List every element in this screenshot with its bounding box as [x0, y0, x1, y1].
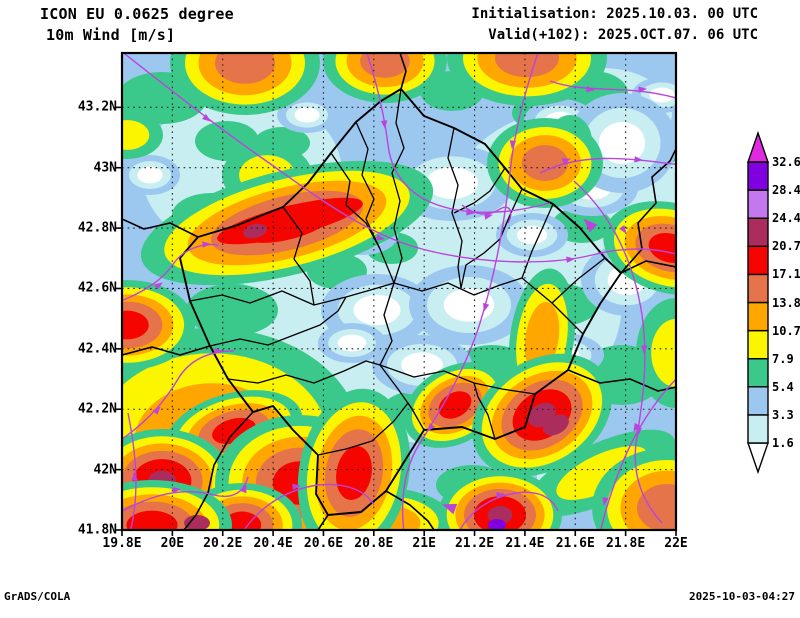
- lon-tick-label: 22E: [664, 536, 688, 551]
- colorbar-band: [747, 386, 769, 416]
- contour-band: [495, 53, 559, 78]
- lon-tick-label: 21.6E: [555, 536, 595, 551]
- colorbar-band: [747, 273, 769, 304]
- lat-tick-label: 42.2N: [77, 401, 117, 417]
- colorbar-band: [747, 358, 769, 388]
- streamlines: [122, 53, 676, 530]
- contour-band: [488, 519, 506, 530]
- lat-tick-label: 43.2N: [77, 99, 117, 115]
- lon-tick-label: 20E: [160, 536, 185, 551]
- contour-band: [184, 515, 210, 530]
- map-frame: [120, 51, 678, 532]
- contour-band: [598, 122, 646, 164]
- lon-tick-label: 21.4E: [505, 536, 545, 551]
- lat-tick-label: 41.8N: [77, 522, 117, 538]
- contour-band: [337, 334, 367, 352]
- colorbar-band: [747, 217, 769, 247]
- colorbar-tick-label: 3.3: [772, 407, 794, 422]
- contour-band: [543, 414, 569, 436]
- contour-band: [122, 120, 150, 150]
- colorbar-tick-label: 17.1: [772, 267, 800, 282]
- contour-band: [521, 145, 569, 181]
- colorbar-tick-label: 13.8: [772, 295, 800, 310]
- contour-band: [637, 484, 676, 530]
- colorbar-above-max-arrow: [747, 130, 769, 163]
- streamline-arrowheads: [131, 85, 648, 506]
- colorbar-band: [747, 161, 769, 191]
- lon-tick-label: 21.8E: [606, 536, 646, 551]
- contour-band: [443, 288, 495, 322]
- colorbar-band: [747, 329, 769, 360]
- contour-band: [516, 225, 548, 245]
- contour-band: [353, 294, 401, 326]
- lon-tick-label: 21.2E: [454, 536, 495, 551]
- wind-field: [122, 53, 676, 530]
- lon-tick-label: 20.2E: [203, 536, 243, 551]
- colorbar-band: [747, 414, 769, 444]
- contour-band: [126, 510, 178, 530]
- model-title: ICON EU 0.0625 degree: [40, 5, 234, 23]
- colorbar-tick-label: 28.4: [772, 183, 800, 198]
- contour-band: [648, 232, 676, 264]
- contour-band: [186, 284, 278, 336]
- valid-time-label: Valid(+102): 2025.OCT.07. 06 UTC: [488, 27, 758, 43]
- contour-band: [122, 310, 149, 340]
- colorbar-tick-label: 32.6: [772, 155, 800, 169]
- colorbar: [747, 130, 769, 475]
- colorbar-tick-label: 24.4: [772, 211, 800, 226]
- init-time-label: Initialisation: 2025.10.03. 00 UTC: [471, 6, 758, 22]
- colorbar-band: [747, 245, 769, 276]
- colorbar-tick-label: 5.4: [772, 379, 794, 394]
- colorbar-tick-label: 20.7: [772, 239, 800, 254]
- contour-band: [401, 352, 443, 378]
- colorbar-tick-label: 1.6: [772, 436, 794, 450]
- credit-label: GrADS/COLA: [4, 590, 71, 603]
- contour-band: [243, 223, 267, 239]
- colorbar-band: [747, 301, 769, 332]
- lat-tick-label: 42.4N: [77, 341, 117, 357]
- colorbar-band: [747, 189, 769, 219]
- lon-tick-label: 21E: [412, 536, 436, 551]
- lat-tick-label: 42.8N: [77, 220, 117, 236]
- contour-band: [222, 511, 262, 530]
- colorbar-below-min-arrow: [747, 442, 769, 475]
- lon-tick-label: 19.8E: [102, 536, 142, 551]
- lat-tick-label: 42N: [93, 462, 117, 478]
- lat-tick-label: 43N: [93, 160, 117, 176]
- boundary-lines: [122, 53, 676, 530]
- grid-dots: [122, 53, 676, 530]
- render-timestamp: 2025-10-03-04:27: [689, 590, 795, 603]
- contour-band: [137, 166, 163, 184]
- contour-band: [294, 107, 320, 123]
- contour-band: [215, 53, 275, 84]
- lat-tick-label: 42.6N: [77, 280, 117, 296]
- field-title: 10m Wind [m/s]: [46, 26, 176, 44]
- contour-band: [651, 318, 676, 388]
- lon-tick-label: 20.8E: [354, 536, 394, 551]
- lon-tick-label: 20.6E: [303, 536, 344, 551]
- colorbar-tick-label: 7.9: [772, 351, 794, 366]
- colorbar-tick-label: 10.7: [772, 323, 800, 338]
- lon-tick-label: 20.4E: [253, 536, 293, 551]
- contour-band: [425, 167, 479, 199]
